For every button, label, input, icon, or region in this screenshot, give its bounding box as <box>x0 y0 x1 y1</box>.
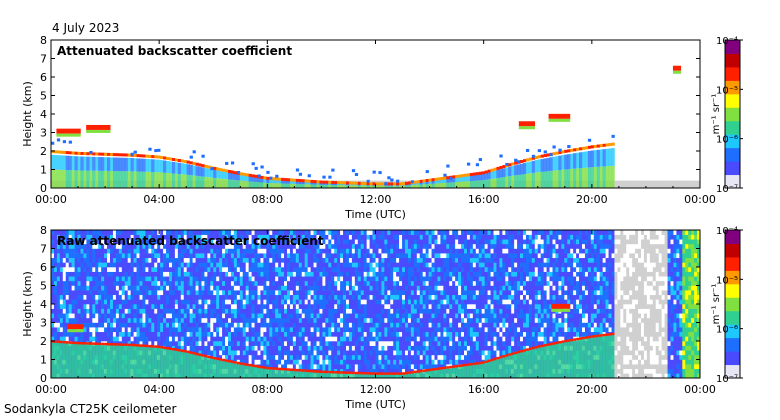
y-tick-label: 4 <box>40 298 47 311</box>
colorbar-label: m⁻¹ sr⁻¹ <box>711 284 722 325</box>
x-tick-label: 00:00 <box>684 193 716 206</box>
cloud-layer-2 <box>86 124 111 130</box>
cloud-layer-5 <box>672 65 682 71</box>
colorbar-tick-label: 10⁻⁵ <box>716 85 738 96</box>
y-axis-label: Height (km) <box>21 271 34 337</box>
x-tick-label: 08:00 <box>251 383 283 396</box>
y-tick-label: 7 <box>40 53 47 66</box>
colorbar-tick-label: 10⁻⁷ <box>716 374 738 385</box>
colorbar-tick-label: 10⁻⁶ <box>716 325 738 336</box>
x-tick-label: 20:00 <box>576 193 608 206</box>
x-tick-label: 16:00 <box>468 383 500 396</box>
chart-panel-1: 0 1 2 3 4 5 6 7 8 00:00 04:00 08:00 12:00 16:00 20:00 0… <box>21 34 743 221</box>
date-label: 4 July 2023 <box>52 21 119 35</box>
y-axis-label: Height (km) <box>21 81 34 147</box>
colorbar-tick-label: 10⁻⁷ <box>716 184 738 195</box>
y-tick-label: 8 <box>40 224 47 237</box>
x-tick-label: 20:00 <box>576 383 608 396</box>
y-tick-label: 1 <box>40 354 47 367</box>
y-tick-label: 0 <box>40 182 47 195</box>
y-tick-label: 0 <box>40 372 47 385</box>
cloud-layer-2 <box>551 303 571 309</box>
cloud-layer-1 <box>67 324 84 330</box>
x-tick-label: 16:00 <box>468 193 500 206</box>
x-tick-label: 00:00 <box>35 193 67 206</box>
y-tick-label: 3 <box>40 127 47 140</box>
colorbar-tick-label: 10⁻⁵ <box>716 275 738 286</box>
y-tick-label: 2 <box>40 145 47 158</box>
y-tick-label: 4 <box>40 108 47 121</box>
x-tick-label: 04:00 <box>143 193 175 206</box>
x-tick-label: 04:00 <box>143 383 175 396</box>
y-tick-label: 5 <box>40 280 47 293</box>
colorbar-tick-label: 10⁻⁴ <box>716 36 738 47</box>
y-tick-label: 2 <box>40 335 47 348</box>
y-tick-label: 8 <box>40 34 47 47</box>
cloud-layer-4 <box>548 113 571 119</box>
y-tick-label: 6 <box>40 71 47 84</box>
y-tick-label: 7 <box>40 243 47 256</box>
y-tick-label: 6 <box>40 261 47 274</box>
colorbar <box>725 230 740 379</box>
y-tick-label: 1 <box>40 164 47 177</box>
x-axis-label: Time (UTC) <box>344 208 406 221</box>
cloud-layer-1 <box>56 128 81 134</box>
x-tick-label: 00:00 <box>684 383 716 396</box>
x-tick-label: 12:00 <box>360 383 392 396</box>
colorbar-frame <box>724 229 741 379</box>
colorbar-tick-label: 10⁻⁶ <box>716 135 738 146</box>
chart-panel-2: 0 1 2 3 4 5 6 7 8 00:00 04:00 08:00 12:00 16:00 20:00 0… <box>21 224 743 411</box>
chart-title: Raw attenuated backscatter coefficient <box>57 234 324 248</box>
y-tick-label: 3 <box>40 317 47 330</box>
x-tick-label: 08:00 <box>251 193 283 206</box>
x-tick-label: 12:00 <box>360 193 392 206</box>
cloud-layer-3 <box>518 121 536 127</box>
heatmap-cells <box>51 134 701 188</box>
chart-title: Attenuated backscatter coefficient <box>57 44 292 58</box>
y-tick-label: 5 <box>40 90 47 103</box>
colorbar-label: m⁻¹ sr⁻¹ <box>711 94 722 135</box>
instrument-label: Sodankyla CT25K ceilometer <box>4 402 176 416</box>
x-tick-label: 00:00 <box>35 383 67 396</box>
colorbar-frame <box>724 39 741 189</box>
x-axis-label: Time (UTC) <box>344 398 406 411</box>
heatmap-cells <box>51 230 701 379</box>
colorbar <box>725 40 740 189</box>
colorbar-tick-label: 10⁻⁴ <box>716 226 738 237</box>
